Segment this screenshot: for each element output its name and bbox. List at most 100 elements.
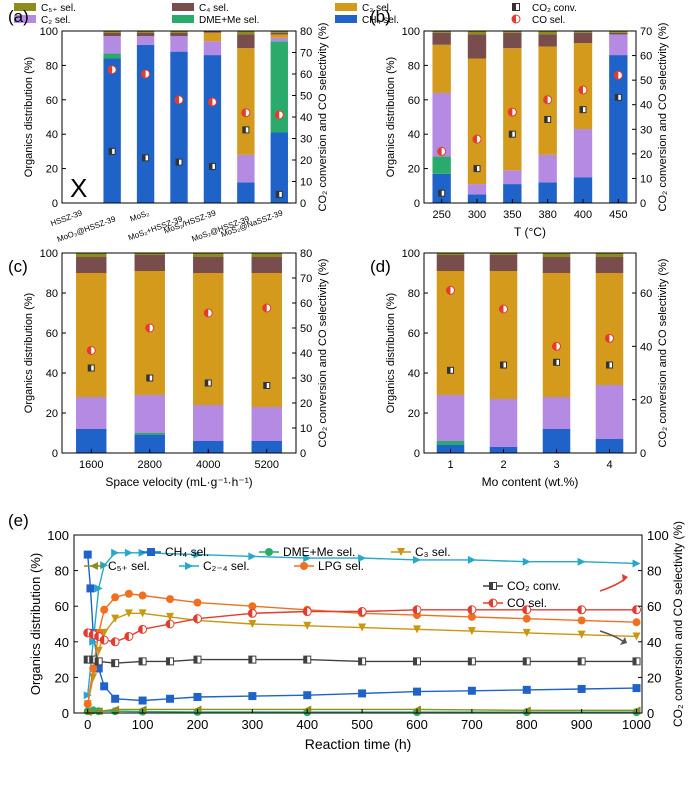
bar-segment [436, 255, 465, 271]
x-tick-label: 1 [447, 459, 453, 471]
co2-conv-marker-fill [146, 375, 150, 381]
x-tick-label: 4000 [196, 459, 220, 471]
panel-b-chart: (b) 0 20 40 60 80 100 0 10 20 30 40 50 60 70 250 300 350 3… [370, 7, 669, 239]
y2-tick-label: 30 [300, 373, 312, 385]
data-point [522, 557, 531, 566]
bar-segment [203, 31, 222, 33]
bar-segment [436, 441, 465, 445]
data-point-fill [633, 657, 637, 665]
co-sel-marker-fill [241, 108, 246, 117]
y-axis-label: Organics distribution (%) [385, 293, 397, 413]
data-point [83, 550, 92, 559]
bar-segment [538, 34, 557, 47]
co2-conv-marker [544, 115, 552, 123]
co-sel-marker-fill [208, 97, 213, 106]
bar-segment [432, 32, 451, 45]
data-point [248, 552, 257, 561]
bar-segment [251, 441, 282, 453]
x-tick-label: HSSZ-39 [49, 208, 84, 228]
panel-tag: (c) [8, 257, 28, 276]
co-sel-marker-fill [473, 135, 477, 144]
bar-segment [270, 41, 288, 133]
legend-swatch [335, 3, 357, 11]
y-tick-label: 80 [46, 60, 58, 72]
co-sel-marker [552, 341, 561, 351]
x-tick-label: 1600 [79, 459, 103, 471]
data-point [99, 635, 109, 645]
co-sel-marker [605, 333, 614, 343]
data-point [111, 705, 120, 714]
data-point-fill [523, 657, 527, 665]
data-point [110, 637, 120, 647]
co-sel-marker [241, 108, 251, 118]
y2-tick-label: 40 [640, 341, 652, 353]
y2-tick-label: 60 [300, 298, 312, 310]
co-sel-marker-fill [508, 108, 513, 117]
arrowhead-co-sel [622, 574, 628, 582]
bar-segment [193, 253, 224, 257]
legend-marker [397, 548, 405, 556]
data-point [94, 657, 103, 666]
co2-conv-marker-fill [109, 148, 113, 155]
data-point [193, 550, 202, 559]
bar-segment [467, 184, 487, 195]
co2-conv-marker [447, 366, 454, 374]
data-point [138, 657, 147, 666]
legend-marker [488, 598, 498, 608]
co2-conv-marker-fill [606, 362, 610, 368]
x-tick-label: 450 [609, 209, 627, 221]
legend-label: CO₂ conv. [507, 579, 561, 593]
x-tick-label: 800 [516, 717, 538, 732]
data-point [632, 657, 641, 666]
bar-segment [542, 253, 571, 257]
data-point-fill [303, 656, 308, 664]
data-point [193, 655, 202, 664]
data-point-fill [83, 628, 88, 637]
bar-segment [436, 395, 465, 441]
bar-segment [573, 31, 593, 33]
bar-segment [134, 433, 165, 435]
bar-segment [103, 31, 121, 33]
data-point-fill [412, 605, 417, 614]
legend-co2-marker [512, 3, 520, 11]
x-axis-label: Space velocity (mL·g⁻¹·h⁻¹) [105, 475, 252, 489]
y2-tick-label: 50 [300, 91, 312, 103]
y2-tick-label: 10 [300, 423, 312, 435]
bar-segment [270, 32, 288, 35]
y-tick-label: 20 [408, 408, 420, 420]
co2-conv-marker [263, 382, 271, 389]
bar-segment [436, 253, 465, 255]
co2-conv-marker [108, 147, 116, 155]
y2-tick-label: 30 [640, 124, 652, 136]
data-point [111, 614, 120, 623]
x-tick-label: 2800 [138, 459, 162, 471]
x-tick-label: 2 [500, 459, 506, 471]
data-point-fill [100, 636, 105, 645]
data-point-fill [166, 620, 171, 628]
data-point [100, 682, 109, 691]
data-point-fill [84, 656, 88, 664]
y2-tick-label: 20 [647, 670, 661, 685]
x-tick-label: 200 [187, 717, 209, 732]
legend-marker [489, 582, 497, 590]
co2-conv-marker-fill [447, 367, 451, 374]
bar-segment [503, 184, 522, 203]
co2-conv-marker [553, 358, 560, 366]
data-point [248, 620, 257, 628]
y-axis-label: Organics distribution (%) [28, 553, 43, 695]
legend-label: C₄ sel. [199, 3, 229, 14]
co-sel-marker-fill [552, 342, 557, 351]
data-point [467, 555, 476, 564]
data-point [412, 625, 421, 634]
co-sel-marker [274, 110, 284, 120]
bar-segment [136, 44, 155, 204]
legend-marker [300, 562, 308, 570]
bar-segment [573, 129, 593, 178]
data-point [357, 607, 367, 617]
co2-conv-marker-fill [176, 159, 179, 166]
data-point [632, 559, 641, 568]
data-point-fill [193, 656, 198, 664]
co-sel-marker-fill [108, 65, 113, 74]
data-point [577, 605, 587, 615]
